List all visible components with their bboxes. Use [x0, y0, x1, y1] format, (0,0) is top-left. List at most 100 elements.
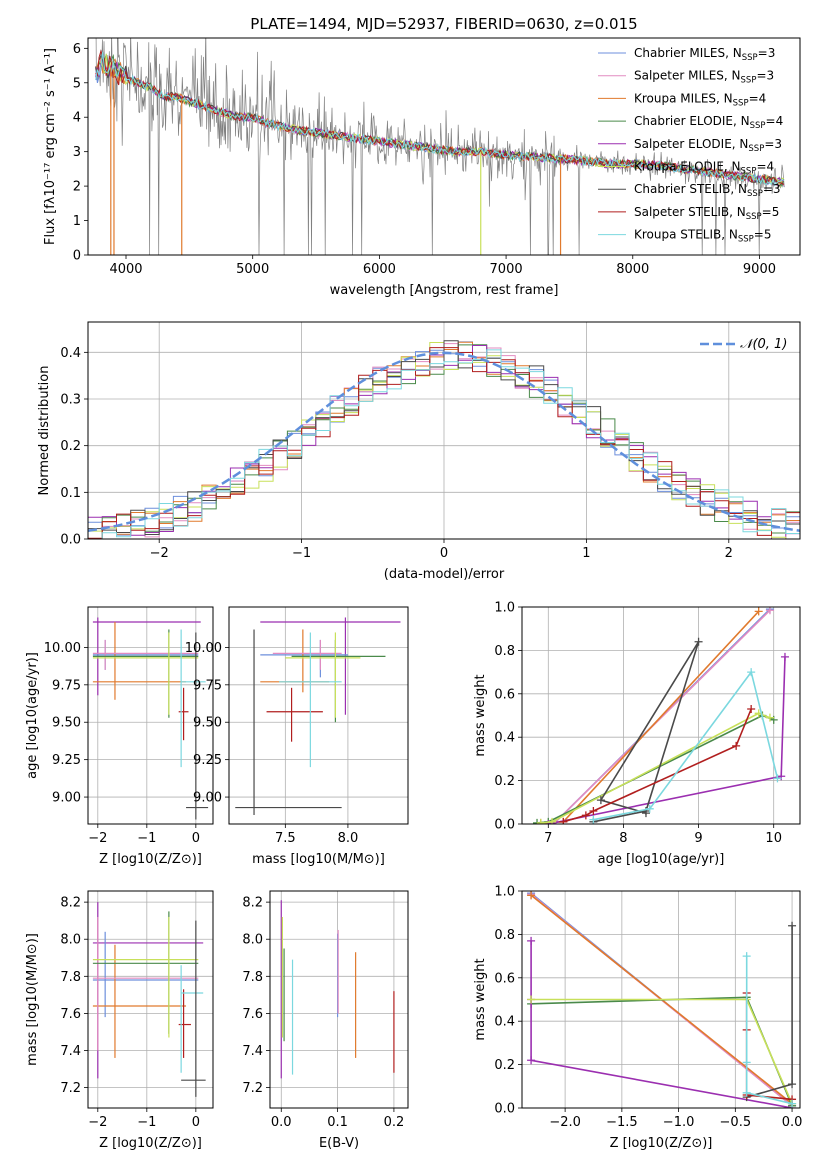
- legend-label: Salpeter STELIB, NSSP=5: [634, 205, 779, 222]
- legend-sub: SSP: [748, 144, 764, 154]
- residuals-plot-area: [88, 340, 800, 539]
- age_vs_mass-panel: 7.5 8.0 9.00 9.25 9.50 9.75 10.00 mass [log10(M…: [185, 606, 409, 867]
- x-tick-label: 7.5: [275, 831, 296, 846]
- y-tick-label: 1.0: [494, 601, 515, 616]
- series-line: [530, 940, 793, 1108]
- y-tick-label: 9.00: [52, 791, 81, 806]
- errorbar-kroupa-miles: [92, 621, 187, 700]
- age_vs_mass-plot-area: [235, 617, 401, 816]
- x-axis-label: Z [log10(Z/Z⊙)]: [99, 1136, 202, 1151]
- y-tick-label: 0.2: [494, 774, 515, 789]
- legend-sub: SSP: [741, 76, 757, 86]
- errorbar-chabrier-stelib: [235, 629, 342, 816]
- x-tick-label: 0: [192, 831, 200, 846]
- errorbar-salpeter-stelib: [178, 687, 189, 741]
- x-tick-label: −0.5: [720, 1115, 752, 1130]
- data-point: [548, 817, 557, 824]
- legend-value: =4: [756, 160, 774, 174]
- legend-sub: SSP: [742, 53, 758, 63]
- y-tick-label: 6: [73, 42, 81, 57]
- x-tick-label: 0.0: [782, 1115, 803, 1130]
- data-spectrum: [95, 38, 785, 255]
- y-tick-label: 10.00: [44, 641, 81, 656]
- y-tick-label: 9.00: [193, 791, 222, 806]
- legend-label: Chabrier ELODIE, NSSP=4: [634, 114, 783, 131]
- errorbar-kroupa-stelib: [180, 965, 204, 1073]
- y-tick-label: 9.25: [52, 753, 81, 768]
- y-tick-label: 7.2: [60, 1081, 81, 1096]
- spectrum-panel: 4000 5000 6000 7000 8000 9000 0 1 2 3 4 5 6 wavelengt…: [43, 37, 801, 298]
- data-point: [581, 811, 590, 820]
- errorbar-chabrier-miles: [92, 639, 199, 670]
- y-axis-label: mass [log10(M/M⊙)]: [25, 933, 40, 1066]
- y-tick-label: 9.25: [193, 753, 222, 768]
- series-kroupa-stelib: [589, 668, 782, 824]
- hist-chabrier-elodie: [88, 344, 800, 539]
- series-line: [593, 670, 779, 821]
- y-tick-label: 0.8: [494, 928, 515, 943]
- y-tick-label: 0.0: [494, 818, 515, 833]
- data-point: [645, 804, 654, 813]
- data-point: [747, 704, 756, 713]
- legend-sub: SSP: [747, 189, 763, 199]
- x-tick-label: 7000: [490, 262, 523, 277]
- legend-value: =3: [756, 69, 774, 83]
- errorbar-kroupa-miles: [260, 629, 330, 693]
- weight_vs_Z-panel: −2.0 −1.5 −1.0 −0.5 0.0 0.0 0.2 0.4 0.6 0.8 1.0 Z […: [473, 885, 802, 1152]
- errorbar-chabrier-elodie: [92, 911, 199, 1034]
- series-line: [540, 712, 771, 824]
- data-point: [773, 774, 782, 783]
- data-point: [527, 1056, 536, 1065]
- series-line: [745, 993, 793, 1101]
- legend-name: Kroupa MILES, N: [634, 91, 733, 105]
- legend-sub: SSP: [746, 212, 762, 222]
- data-point: [641, 809, 650, 818]
- x-tick-label: 0: [192, 1115, 200, 1130]
- data-point: [536, 818, 545, 824]
- legend-sub: SSP: [733, 98, 749, 108]
- y-tick-label: 8.2: [242, 896, 263, 911]
- legend-name: Salpeter MILES, N: [634, 69, 741, 83]
- data-point: [780, 652, 789, 661]
- x-tick-label: 0.0: [271, 1115, 292, 1130]
- series-chabrier-elodie: [533, 711, 778, 824]
- y-tick-label: 0.0: [494, 1102, 515, 1117]
- axes-frame: [87, 321, 801, 540]
- data-point: [732, 741, 741, 750]
- y-axis-label: age [log10(age/yr)]: [25, 652, 40, 779]
- data-point: [742, 952, 751, 961]
- x-tick-label: −1.0: [663, 1115, 695, 1130]
- y-tick-label: 0.6: [494, 687, 515, 702]
- series-line: [746, 925, 793, 1098]
- y-tick-label: 7.4: [60, 1044, 81, 1059]
- series-salpeter-elodie: [527, 936, 797, 1108]
- mass_vs_Z-plot-area: [92, 902, 206, 1097]
- hist-salpeter-stelib: [88, 347, 800, 539]
- legend-name: Kroupa ELODIE, N: [634, 160, 741, 174]
- x-tick-label: 0: [440, 546, 448, 561]
- y-tick-label: 8.0: [242, 933, 263, 948]
- mass_vs_ebv-panel: 0.0 0.1 0.2 7.2 7.4 7.6 7.8 8.0 8.2 E(B-V): [242, 890, 409, 1151]
- legend-value: =4: [766, 114, 784, 128]
- y-tick-label: 2: [73, 180, 81, 195]
- x-tick-label: −1: [137, 1115, 156, 1130]
- x-tick-label: 4000: [109, 262, 142, 277]
- axes-frame: [228, 606, 409, 825]
- y-tick-label: 0.4: [494, 731, 515, 746]
- legend-name: Salpeter STELIB, N: [634, 205, 746, 219]
- data-point: [742, 1088, 751, 1097]
- y-tick-label: 7.2: [242, 1081, 263, 1096]
- series-line: [745, 956, 793, 1105]
- x-tick-label: −2: [150, 546, 169, 561]
- y-tick-label: 4: [73, 111, 81, 126]
- x-axis-label: wavelength [Angstrom, rest frame]: [330, 283, 559, 298]
- data-point: [527, 891, 536, 900]
- data-point: [788, 921, 797, 930]
- data-point: [589, 806, 598, 815]
- series-line: [540, 610, 760, 824]
- errorbar-salpeter-stelib: [178, 989, 191, 1058]
- errorbar-chabrier-miles: [260, 639, 348, 678]
- legend-name: Chabrier STELIB, N: [634, 182, 747, 196]
- legend: 𝒩(0, 1): [700, 337, 787, 352]
